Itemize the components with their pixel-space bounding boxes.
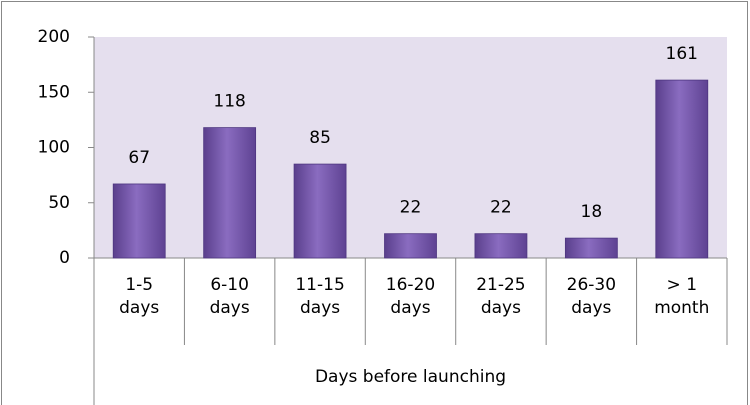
bar (112, 183, 166, 259)
y-tick-label: 50 (48, 193, 70, 213)
y-tick-label: 0 (59, 248, 70, 268)
x-tick-label: > 1 month (654, 275, 710, 318)
value-label: 22 (490, 198, 512, 218)
bar (203, 127, 257, 259)
value-label: 118 (213, 92, 245, 112)
plot-area (94, 37, 727, 258)
x-axis-title: Days before launching (314, 367, 507, 387)
bar (293, 163, 347, 259)
y-tick-label: 100 (38, 138, 70, 158)
bar (655, 79, 709, 259)
value-label: 18 (581, 202, 603, 222)
bar (384, 233, 437, 259)
bar (564, 237, 618, 259)
bar (474, 233, 528, 259)
x-tick-label: 1-5 days (119, 275, 160, 318)
x-tick-label: 26-30 days (566, 275, 617, 318)
x-tick-label: 21-25 days (476, 275, 526, 318)
x-tick-label: 11-15 days (295, 275, 345, 318)
y-tick-label: 200 (38, 27, 70, 47)
value-label: 22 (400, 198, 422, 218)
value-label: 67 (128, 148, 150, 168)
x-tick-label: 16-20 days (385, 275, 436, 318)
y-tick-label: 150 (38, 82, 70, 102)
value-label: 161 (666, 44, 698, 64)
value-label: 85 (309, 128, 331, 148)
x-tick-label: 6-10 days (209, 275, 250, 318)
